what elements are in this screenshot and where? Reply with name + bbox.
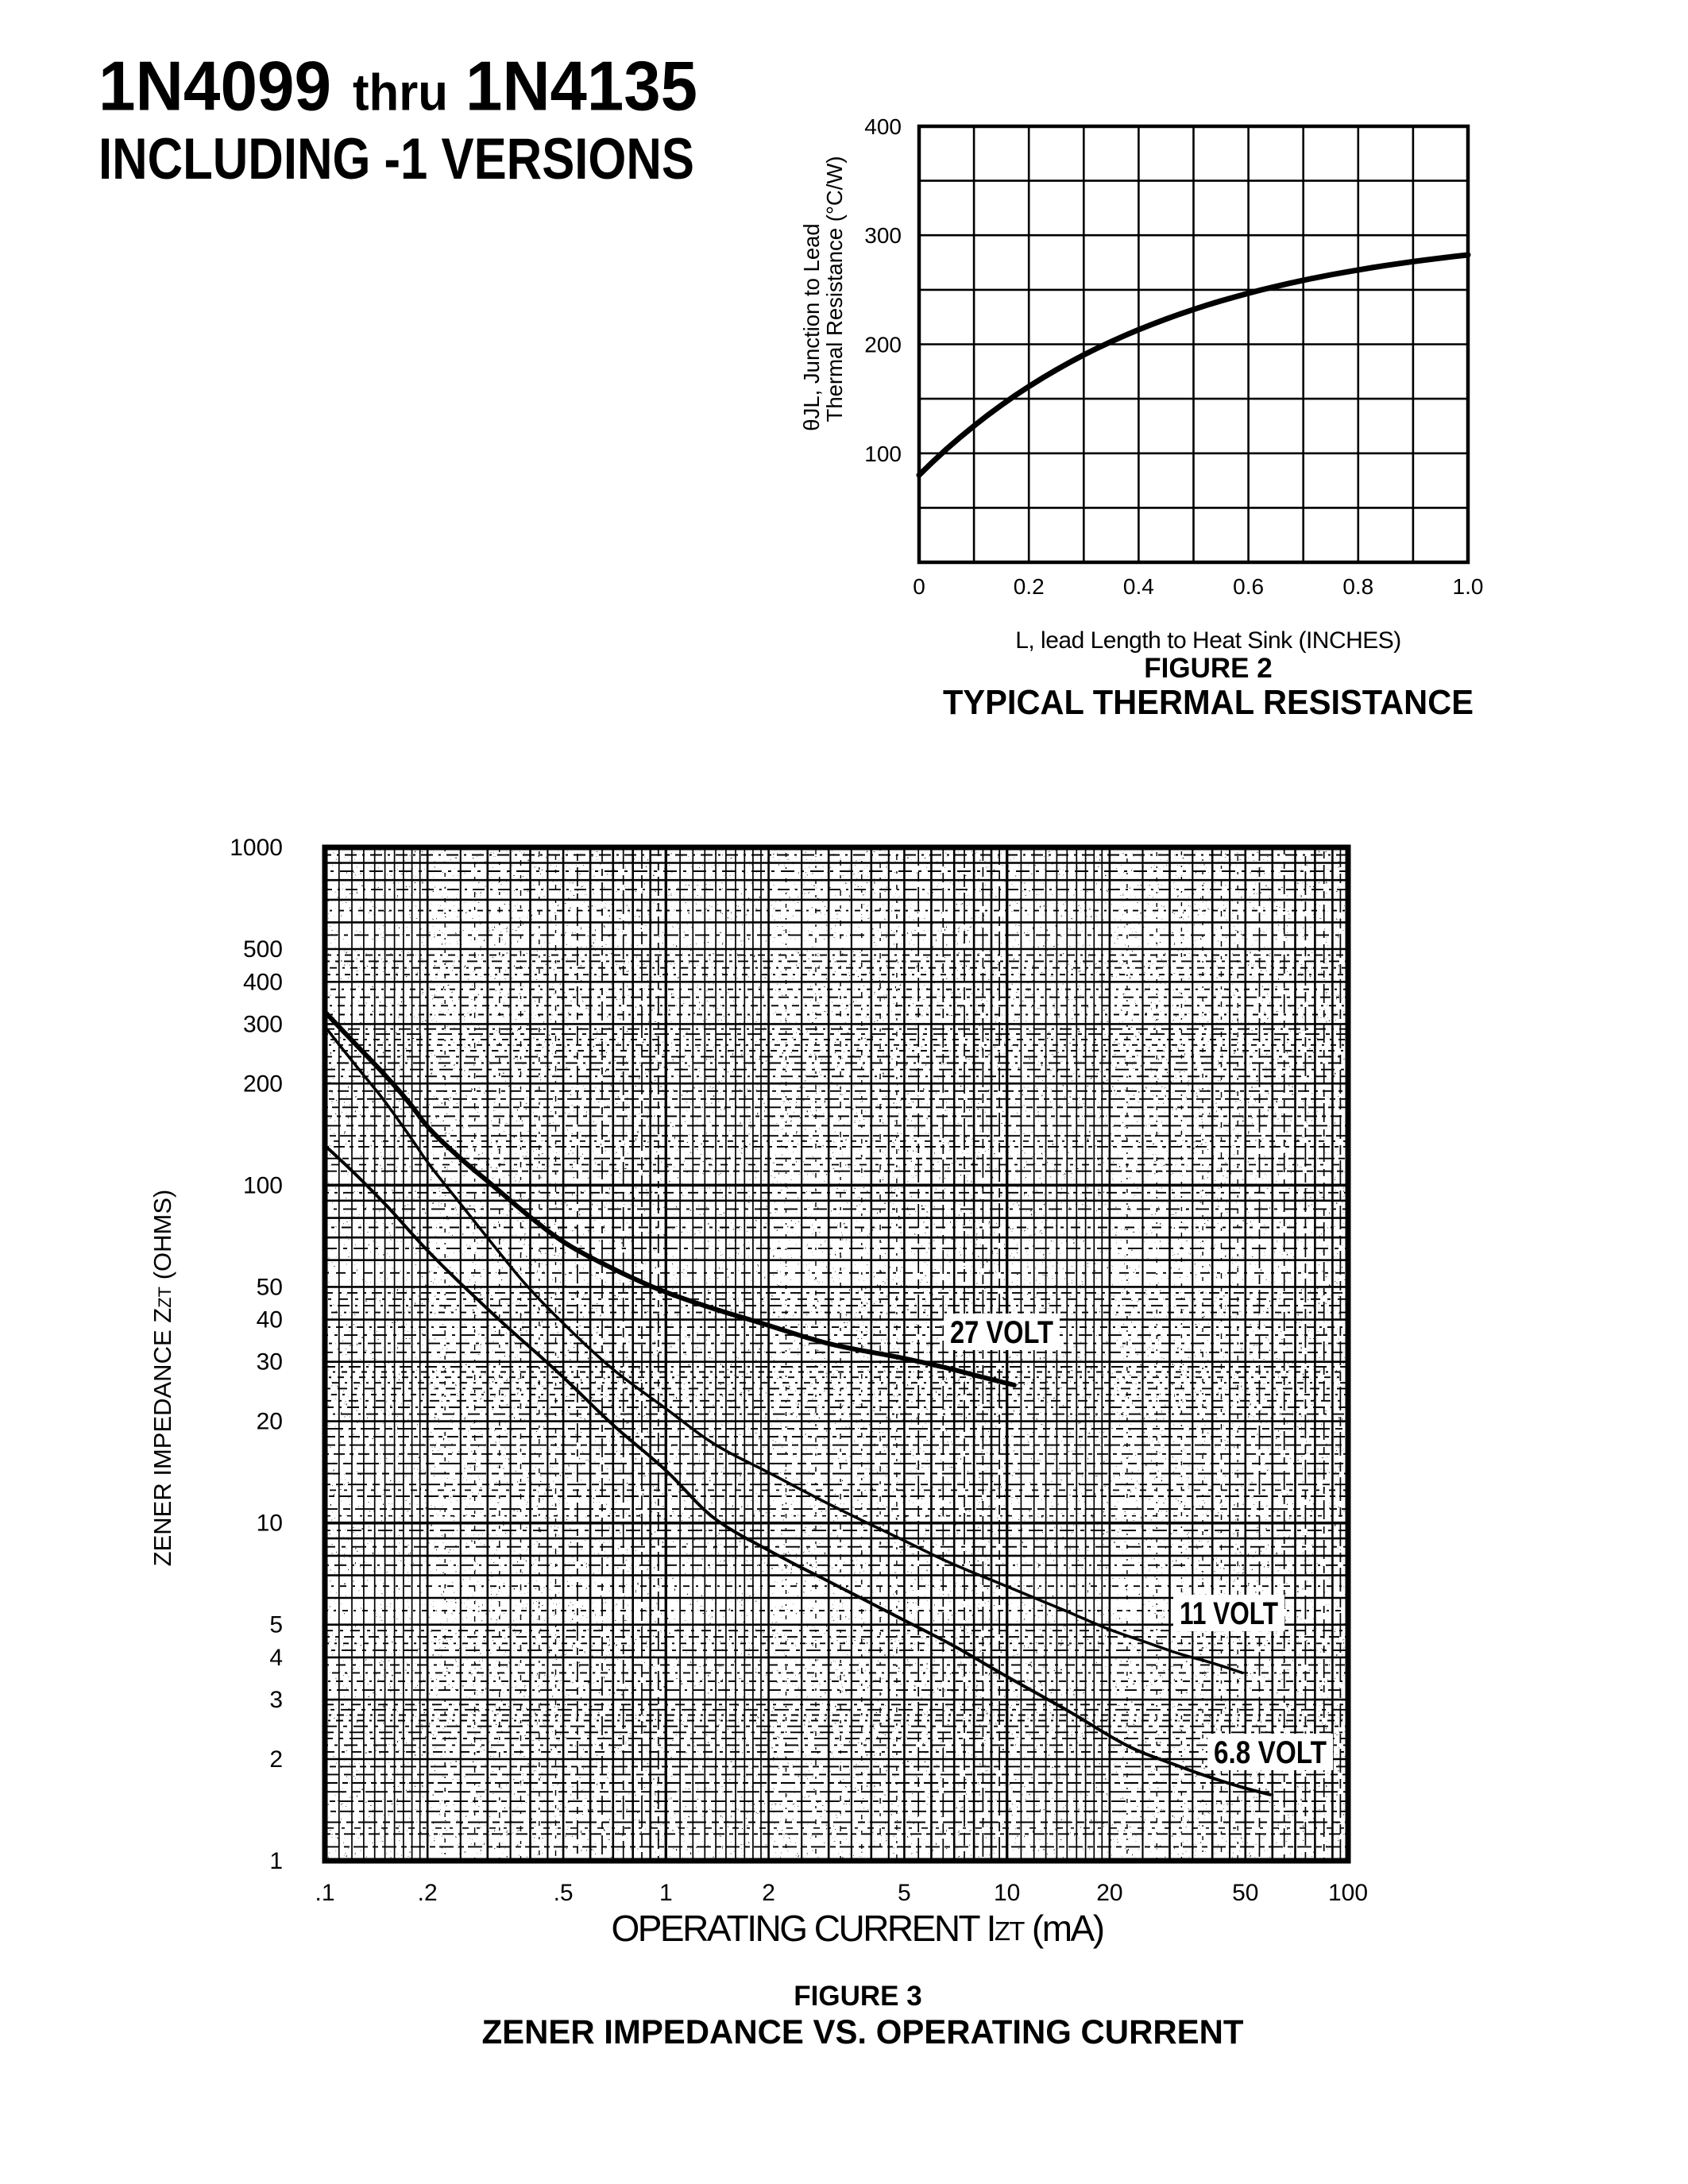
- svg-text:0.2: 0.2: [1014, 574, 1045, 599]
- svg-text:L, lead Length to Heat Sink (I: L, lead Length to Heat Sink (INCHES): [1015, 627, 1401, 654]
- svg-text:400: 400: [243, 969, 283, 995]
- svg-text:100: 100: [864, 442, 902, 466]
- svg-text:100: 100: [1328, 1880, 1368, 1906]
- svg-text:1: 1: [269, 1848, 283, 1874]
- svg-text:5: 5: [269, 1612, 283, 1638]
- svg-text:50: 50: [1232, 1880, 1258, 1906]
- svg-text:200: 200: [864, 333, 902, 357]
- svg-text:50: 50: [257, 1274, 283, 1300]
- svg-text:200: 200: [243, 1071, 283, 1097]
- svg-text:ZENER IMPEDANCE ZZT (OHMS): ZENER IMPEDANCE ZZT (OHMS): [149, 1190, 176, 1567]
- svg-text:OPERATING CURRENT IZT (mA): OPERATING CURRENT IZT (mA): [611, 1908, 1103, 1949]
- svg-text:10: 10: [257, 1511, 283, 1537]
- svg-text:300: 300: [243, 1011, 283, 1037]
- svg-text:1: 1: [659, 1880, 673, 1906]
- svg-text:FIGURE 3: FIGURE 3: [794, 1981, 921, 2012]
- svg-text:0.4: 0.4: [1123, 574, 1154, 599]
- svg-text:40: 40: [257, 1307, 283, 1333]
- svg-text:100: 100: [243, 1172, 283, 1198]
- svg-text:.5: .5: [554, 1880, 574, 1906]
- svg-text:400: 400: [864, 114, 902, 139]
- svg-text:1000: 1000: [230, 835, 283, 861]
- svg-text:30: 30: [257, 1349, 283, 1376]
- svg-text:0: 0: [913, 574, 925, 599]
- svg-text:1N4099: 1N4099: [98, 47, 331, 125]
- svg-text:0.6: 0.6: [1233, 574, 1264, 599]
- svg-text:11 VOLT: 11 VOLT: [1180, 1596, 1278, 1631]
- svg-text:1N4135: 1N4135: [465, 47, 697, 125]
- svg-text:10: 10: [994, 1880, 1020, 1906]
- svg-text:INCLUDING -1 VERSIONS: INCLUDING -1 VERSIONS: [98, 127, 694, 191]
- svg-text:20: 20: [257, 1409, 283, 1435]
- svg-text:thru: thru: [353, 64, 448, 122]
- svg-text:4: 4: [269, 1645, 283, 1671]
- svg-text:.2: .2: [418, 1880, 438, 1906]
- svg-text:.1: .1: [315, 1880, 334, 1906]
- svg-text:3: 3: [269, 1687, 283, 1713]
- svg-text:300: 300: [864, 223, 902, 248]
- svg-text:2: 2: [269, 1746, 283, 1773]
- svg-text:1.0: 1.0: [1453, 574, 1484, 599]
- svg-text:Thermal Resistance (°C/W): Thermal Resistance (°C/W): [822, 156, 847, 423]
- svg-text:500: 500: [243, 936, 283, 963]
- svg-text:FIGURE 2: FIGURE 2: [1144, 653, 1272, 684]
- svg-text:27 VOLT: 27 VOLT: [950, 1315, 1053, 1350]
- svg-text:θJL, Junction to Lead: θJL, Junction to Lead: [799, 223, 824, 430]
- svg-text:TYPICAL THERMAL RESISTANCE: TYPICAL THERMAL RESISTANCE: [943, 683, 1474, 722]
- svg-text:0.8: 0.8: [1342, 574, 1373, 599]
- svg-text:6.8 VOLT: 6.8 VOLT: [1214, 1735, 1327, 1770]
- svg-text:2: 2: [762, 1880, 775, 1906]
- svg-text:20: 20: [1096, 1880, 1122, 1906]
- svg-text:ZENER IMPEDANCE VS. OPERATING: ZENER IMPEDANCE VS. OPERATING CURRENT: [482, 2013, 1244, 2051]
- svg-text:5: 5: [898, 1880, 911, 1906]
